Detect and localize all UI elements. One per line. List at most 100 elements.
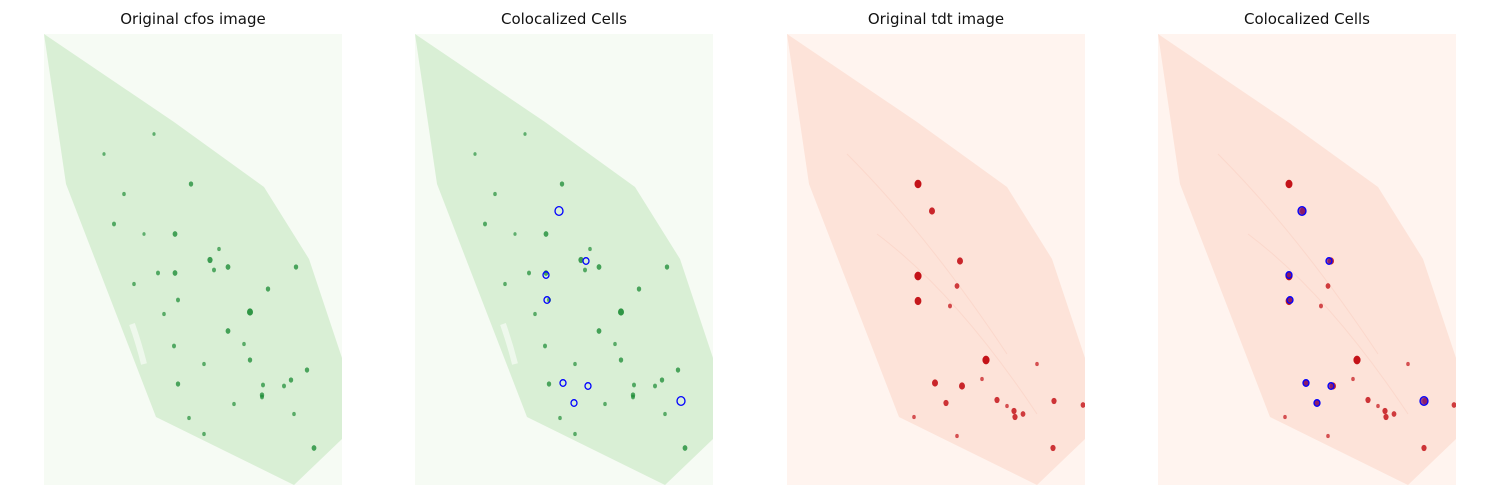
cell-punctum — [207, 256, 213, 264]
cell-punctum — [980, 376, 984, 382]
cell-punctum — [523, 132, 527, 136]
panel-title-colocalized-tdt: Colocalized Cells — [1243, 10, 1370, 28]
cell-punctum — [543, 270, 549, 276]
cell-punctum — [1050, 444, 1056, 452]
cell-punctum — [282, 383, 286, 389]
colocalized-cell-outline — [570, 399, 578, 407]
cell-punctum — [1005, 403, 1009, 409]
cell-punctum — [632, 382, 636, 388]
tissue-section — [1158, 34, 1456, 485]
cell-punctum — [102, 152, 106, 156]
colocalized-cfos-canvas — [415, 34, 713, 485]
cell-punctum — [188, 181, 194, 187]
vessel-streak — [500, 323, 518, 365]
cell-punctum — [932, 379, 938, 387]
cell-punctum — [630, 392, 636, 398]
tissue-section — [44, 34, 342, 485]
cell-punctum — [311, 445, 317, 451]
cell-punctum — [172, 343, 176, 349]
tissue-fibre — [1247, 233, 1409, 415]
colocalized-cell-outline — [676, 395, 686, 407]
cell-punctum — [682, 445, 688, 451]
cell-punctum — [982, 355, 990, 365]
cell-punctum — [573, 431, 577, 437]
cell-punctum — [943, 399, 949, 407]
tissue-fibre — [1217, 153, 1379, 355]
cell-punctum — [1326, 433, 1330, 439]
panel-title-original-tdt: Original tdt image — [867, 10, 1005, 28]
colocalized-cell-outline — [1285, 271, 1293, 279]
cell-punctum — [914, 296, 922, 306]
cell-punctum — [533, 311, 537, 317]
cell-punctum — [142, 232, 146, 236]
cell-punctum — [202, 431, 206, 437]
colocalized-cell-outline — [1327, 382, 1335, 390]
cell-punctum — [225, 264, 231, 270]
cell-punctum — [212, 267, 216, 273]
cell-punctum — [293, 264, 299, 270]
cell-punctum — [1051, 397, 1057, 405]
colocalized-cell-outline — [1302, 379, 1310, 387]
cell-punctum — [187, 415, 191, 421]
cell-punctum — [259, 392, 265, 398]
vessel-streak — [129, 323, 147, 365]
cell-punctum — [1283, 414, 1287, 420]
cell-punctum — [132, 281, 136, 287]
cell-punctum — [288, 377, 294, 383]
cell-punctum — [202, 361, 206, 367]
cell-punctum — [929, 207, 935, 215]
cell-punctum — [603, 401, 607, 407]
panel-title-original-cfos: Original cfos image — [120, 10, 266, 28]
cell-punctum — [588, 246, 592, 252]
cell-punctum — [573, 361, 577, 367]
cell-punctum — [914, 179, 922, 189]
cell-punctum — [957, 257, 963, 265]
cell-punctum — [1406, 361, 1410, 367]
cell-punctum — [914, 271, 922, 281]
cell-punctum — [546, 381, 552, 387]
cell-punctum — [175, 381, 181, 387]
tdt-image-canvas — [787, 34, 1085, 485]
cell-punctum — [225, 328, 231, 334]
cell-punctum — [172, 231, 178, 237]
cell-punctum — [1020, 411, 1026, 417]
cell-punctum — [543, 343, 547, 349]
cell-punctum — [955, 433, 959, 439]
cell-punctum — [558, 415, 562, 421]
tissue-fibre — [846, 153, 1008, 355]
cell-punctum — [583, 267, 587, 273]
cell-punctum — [613, 341, 617, 347]
cell-punctum — [596, 264, 602, 270]
cell-punctum — [1391, 411, 1397, 417]
cell-punctum — [653, 383, 657, 389]
colocalized-cell-outline — [542, 271, 550, 279]
colocalized-cfos-image — [415, 34, 713, 485]
colocalized-cell-outline — [1325, 257, 1333, 265]
cell-punctum — [912, 414, 916, 420]
cell-punctum — [265, 286, 271, 292]
cell-punctum — [1353, 355, 1361, 365]
cell-punctum — [1080, 402, 1085, 408]
cell-punctum — [663, 411, 667, 417]
tdt-image — [787, 34, 1085, 485]
cfos-image — [44, 34, 342, 485]
cell-punctum — [664, 264, 670, 270]
cell-punctum — [954, 283, 960, 289]
cell-punctum — [483, 221, 487, 227]
cell-punctum — [247, 357, 253, 363]
cell-punctum — [1285, 179, 1293, 189]
cell-punctum — [1012, 413, 1018, 421]
cell-punctum — [1365, 396, 1371, 404]
cell-punctum — [1319, 303, 1323, 309]
cell-punctum — [675, 367, 681, 373]
colocalized-tdt-canvas — [1158, 34, 1456, 485]
cell-punctum — [242, 341, 246, 347]
cell-punctum — [1035, 361, 1039, 367]
cell-punctum — [618, 308, 624, 316]
cfos-image-canvas — [44, 34, 342, 485]
cell-punctum — [176, 297, 180, 303]
cell-punctum — [122, 191, 126, 197]
colocalized-cell-outline — [1286, 296, 1294, 304]
cell-punctum — [217, 246, 221, 252]
cell-punctum — [578, 256, 584, 264]
